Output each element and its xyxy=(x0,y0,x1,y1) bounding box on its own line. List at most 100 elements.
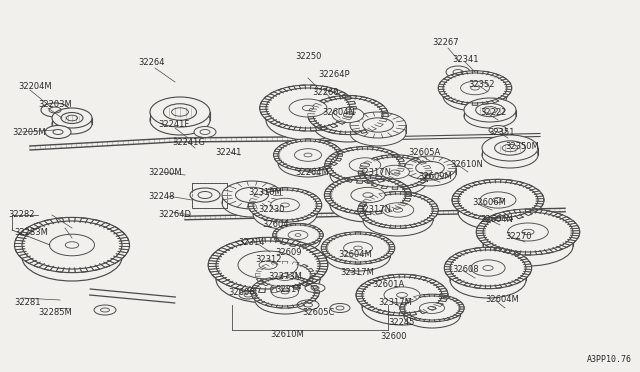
Ellipse shape xyxy=(400,294,464,322)
Ellipse shape xyxy=(271,198,300,212)
Ellipse shape xyxy=(259,261,277,269)
Ellipse shape xyxy=(45,125,71,138)
Ellipse shape xyxy=(297,300,319,310)
Ellipse shape xyxy=(495,141,525,155)
Text: 32604N: 32604N xyxy=(322,108,355,117)
Text: 32310M: 32310M xyxy=(248,188,282,197)
Ellipse shape xyxy=(313,108,383,142)
Text: 32203M: 32203M xyxy=(38,100,72,109)
Ellipse shape xyxy=(260,85,356,131)
Text: 32264M: 32264M xyxy=(295,168,329,177)
Text: 32264: 32264 xyxy=(138,58,164,67)
Text: 32352: 32352 xyxy=(468,80,495,89)
Text: 32317N: 32317N xyxy=(358,205,391,214)
Ellipse shape xyxy=(476,103,504,116)
Ellipse shape xyxy=(404,156,456,180)
Ellipse shape xyxy=(41,103,69,117)
Ellipse shape xyxy=(363,193,373,197)
Ellipse shape xyxy=(304,153,312,157)
Ellipse shape xyxy=(358,155,432,189)
Ellipse shape xyxy=(208,237,328,293)
Ellipse shape xyxy=(222,189,282,217)
Ellipse shape xyxy=(363,204,433,236)
Ellipse shape xyxy=(362,289,442,325)
Ellipse shape xyxy=(350,112,406,138)
Ellipse shape xyxy=(302,105,314,111)
Ellipse shape xyxy=(22,233,122,281)
Text: 32241F: 32241F xyxy=(158,120,189,129)
Ellipse shape xyxy=(67,115,77,121)
Ellipse shape xyxy=(452,179,544,221)
Ellipse shape xyxy=(52,108,92,128)
Ellipse shape xyxy=(382,203,413,217)
Ellipse shape xyxy=(416,161,444,174)
Ellipse shape xyxy=(384,287,420,303)
Ellipse shape xyxy=(289,99,327,117)
Text: 32273M: 32273M xyxy=(268,272,302,281)
Ellipse shape xyxy=(65,242,79,248)
Ellipse shape xyxy=(419,302,445,313)
Ellipse shape xyxy=(343,113,353,117)
Ellipse shape xyxy=(273,270,297,280)
Text: 32230: 32230 xyxy=(258,205,285,214)
Ellipse shape xyxy=(250,276,319,308)
Ellipse shape xyxy=(332,108,364,123)
Text: 32248: 32248 xyxy=(148,192,175,201)
Ellipse shape xyxy=(271,286,298,298)
Text: 32222: 32222 xyxy=(480,108,506,117)
Text: 32604: 32604 xyxy=(262,220,289,229)
Text: 32317M: 32317M xyxy=(378,298,412,307)
Text: 32267: 32267 xyxy=(432,38,459,47)
Ellipse shape xyxy=(248,188,322,222)
Text: 32264D: 32264D xyxy=(158,210,191,219)
Ellipse shape xyxy=(288,231,308,240)
Ellipse shape xyxy=(172,108,188,116)
Text: 32601A: 32601A xyxy=(372,280,404,289)
Text: 32205M: 32205M xyxy=(12,128,45,137)
Ellipse shape xyxy=(428,307,436,310)
Ellipse shape xyxy=(350,120,406,146)
Ellipse shape xyxy=(397,292,408,298)
Ellipse shape xyxy=(461,81,490,95)
Ellipse shape xyxy=(480,192,516,208)
Ellipse shape xyxy=(354,246,362,250)
Ellipse shape xyxy=(464,98,516,122)
Text: 32600: 32600 xyxy=(380,332,406,341)
Ellipse shape xyxy=(438,71,512,105)
Ellipse shape xyxy=(390,170,399,174)
Text: 32608: 32608 xyxy=(452,265,479,274)
Ellipse shape xyxy=(281,203,289,207)
Ellipse shape xyxy=(351,187,385,203)
Ellipse shape xyxy=(493,198,504,202)
Text: 32260: 32260 xyxy=(312,88,339,97)
Ellipse shape xyxy=(305,283,325,292)
Text: 32245: 32245 xyxy=(388,318,414,327)
Text: A3PP10.76: A3PP10.76 xyxy=(587,355,632,364)
Ellipse shape xyxy=(344,242,372,254)
Ellipse shape xyxy=(476,209,580,255)
Ellipse shape xyxy=(450,262,526,298)
Ellipse shape xyxy=(444,247,532,289)
Ellipse shape xyxy=(330,188,406,222)
Text: 32241G: 32241G xyxy=(172,138,205,147)
Ellipse shape xyxy=(281,290,289,294)
Text: 32605C: 32605C xyxy=(302,308,334,317)
Ellipse shape xyxy=(363,166,427,196)
Ellipse shape xyxy=(15,217,129,273)
Text: 32270: 32270 xyxy=(505,232,531,241)
Ellipse shape xyxy=(508,223,548,241)
Ellipse shape xyxy=(404,162,456,186)
Ellipse shape xyxy=(330,159,400,191)
Ellipse shape xyxy=(273,224,323,247)
Text: 32204M: 32204M xyxy=(18,82,52,91)
Ellipse shape xyxy=(282,273,289,277)
Ellipse shape xyxy=(266,100,350,140)
Bar xyxy=(192,183,227,208)
Ellipse shape xyxy=(255,286,315,314)
Ellipse shape xyxy=(522,229,534,235)
Ellipse shape xyxy=(278,149,338,177)
Ellipse shape xyxy=(52,114,92,134)
Ellipse shape xyxy=(356,274,448,316)
Ellipse shape xyxy=(324,176,412,215)
Text: 32285M: 32285M xyxy=(38,308,72,317)
